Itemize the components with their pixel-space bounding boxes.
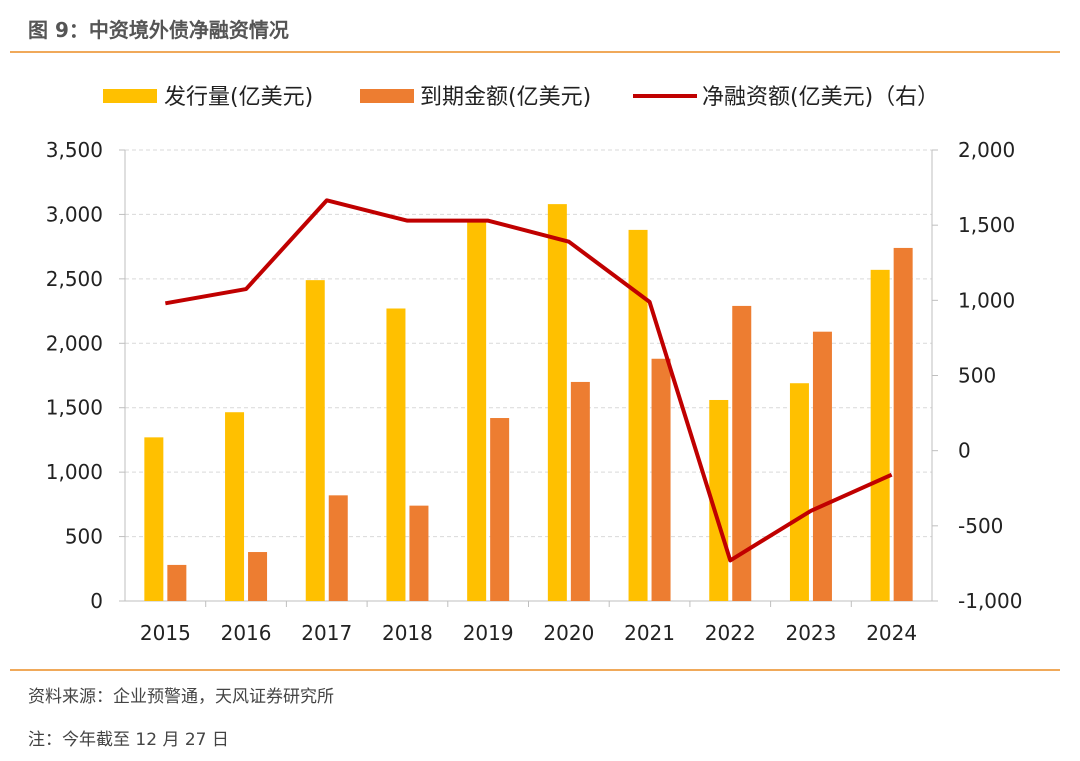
x-tick-label: 2023	[785, 621, 836, 645]
y-right-tick-label: -1,000	[958, 589, 1022, 613]
top-divider	[10, 51, 1060, 53]
x-tick-label: 2024	[866, 621, 917, 645]
y-right-tick-label: 1,500	[958, 213, 1015, 237]
x-tick-label: 2019	[463, 621, 514, 645]
x-tick-label: 2016	[221, 621, 272, 645]
bar-issuance	[628, 229, 648, 602]
y-left-tick-label: 1,000	[46, 460, 103, 484]
legend-swatch-maturity	[360, 89, 414, 103]
x-tick-label: 2020	[543, 621, 594, 645]
gridlines	[125, 149, 932, 538]
y-right-tick-label: -500	[958, 514, 1003, 538]
legend-label-maturity: 到期金额(亿美元)	[420, 85, 591, 110]
footnote: 注：今年截至 12 月 27 日	[28, 730, 229, 750]
bar-maturity	[328, 495, 348, 601]
bar-maturity	[490, 418, 510, 601]
bar-series	[144, 204, 913, 602]
bar-issuance	[547, 204, 567, 601]
y-left-tick-label: 0	[90, 589, 103, 613]
x-tick-label: 2017	[301, 621, 352, 645]
bar-issuance	[225, 412, 245, 601]
x-tick-label: 2018	[382, 621, 433, 645]
bar-issuance	[467, 219, 487, 601]
bar-maturity	[651, 358, 671, 601]
tick-labels: 0 500 1,000 1,500 2,000 2,500 3,000 3,500 -1,000…	[46, 138, 1023, 645]
bar-maturity	[409, 505, 429, 601]
bottom-divider	[10, 669, 1060, 671]
y-right-tick-label: 1,000	[958, 288, 1015, 312]
chart-legend: 发行量(亿美元) 到期金额(亿美元) 净融资额(亿美元)（右）	[103, 85, 939, 110]
bar-maturity	[167, 564, 187, 601]
y-right-tick-label: 500	[958, 364, 996, 388]
bar-maturity	[248, 552, 268, 601]
bar-issuance	[789, 383, 809, 601]
x-tick-label: 2021	[624, 621, 675, 645]
chart-title: 图 9：中资境外债净融资情况	[28, 18, 289, 42]
bar-issuance	[870, 269, 890, 601]
y-left-tick-label: 500	[65, 525, 103, 549]
x-tick-label: 2015	[140, 621, 191, 645]
bar-issuance	[386, 308, 406, 601]
line-net-financing	[165, 198, 893, 563]
y-left-tick-label: 3,500	[46, 138, 103, 162]
y-left-tick-label: 2,000	[46, 331, 103, 355]
x-tick-label: 2022	[705, 621, 756, 645]
chart-area: 发行量(亿美元) 到期金额(亿美元) 净融资额(亿美元)（右） 0 500 1,00…	[46, 85, 1023, 645]
y-left-tick-label: 1,500	[46, 396, 103, 420]
bar-issuance	[709, 399, 729, 601]
y-left-tick-label: 2,500	[46, 267, 103, 291]
line-series	[165, 198, 893, 563]
y-left-tick-label: 3,000	[46, 202, 103, 226]
legend-swatch-issuance	[103, 89, 157, 103]
bar-maturity	[570, 381, 590, 601]
source-note: 资料来源：企业预警通，天风证券研究所	[28, 687, 334, 707]
bar-maturity	[893, 247, 913, 601]
legend-label-issuance: 发行量(亿美元)	[164, 85, 313, 110]
bar-issuance	[305, 280, 325, 601]
legend-label-net: 净融资额(亿美元)（右）	[702, 85, 939, 110]
bar-maturity	[812, 331, 832, 601]
bar-issuance	[144, 437, 164, 601]
y-right-tick-label: 2,000	[958, 138, 1015, 162]
y-right-tick-label: 0	[958, 439, 971, 463]
bar-maturity	[732, 305, 752, 601]
